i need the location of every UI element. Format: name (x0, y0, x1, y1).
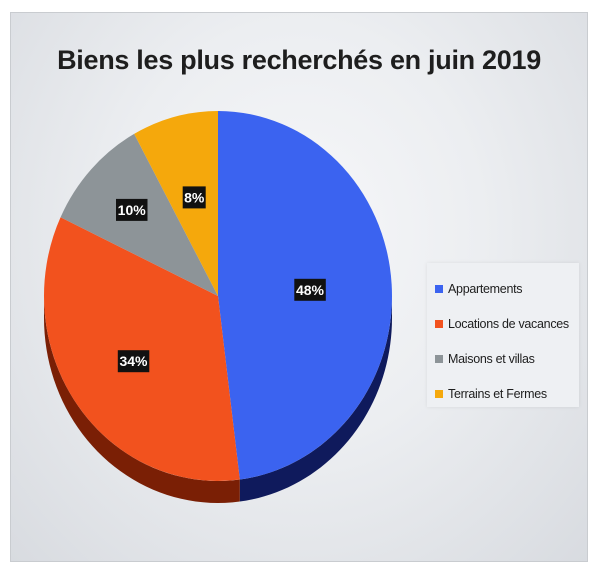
data-label-text: 8% (184, 189, 205, 205)
pie-slice-terrains-et-fermes (134, 111, 218, 296)
legend-label: Locations de vacances (448, 316, 569, 331)
legend-swatch (435, 319, 443, 328)
pie-chart: 48% 34% 10% 8% (43, 111, 392, 503)
data-label-text: 34% (119, 353, 148, 369)
legend-swatch (435, 354, 443, 363)
data-label-box (116, 198, 148, 221)
data-label-maisons-et-villas: 10% (116, 198, 148, 221)
data-label-text: 10% (118, 202, 147, 218)
data-label-terrains-et-fermes: 8% (182, 186, 206, 209)
chart-frame: Biens les plus recherchés en juin 2019 4… (10, 12, 588, 562)
legend-label: Maisons et villas (448, 351, 535, 366)
pie-slice-locations-de-vacances (43, 217, 240, 481)
pie-side-appartements (239, 296, 392, 502)
data-label-appartements: 48% (294, 278, 326, 301)
legend-label: Terrains et Fermes (448, 386, 547, 401)
data-label-text: 48% (296, 282, 325, 298)
chart-title: Biens les plus recherchés en juin 2019 (57, 45, 541, 75)
data-label-box (294, 278, 326, 301)
chart-legend: Appartements Locations de vacances Maiso… (427, 263, 579, 407)
legend-item: Maisons et villas (435, 341, 579, 376)
legend-swatch (435, 284, 443, 293)
legend-item: Locations de vacances (435, 306, 579, 341)
data-label-box (182, 186, 206, 209)
pie-side-locations-de-vacances (44, 296, 240, 503)
legend-item: Terrains et Fermes (435, 376, 579, 411)
legend-swatch (435, 389, 443, 398)
data-label-locations-de-vacances: 34% (117, 350, 150, 373)
data-label-box (117, 350, 150, 373)
legend-label: Appartements (448, 281, 523, 296)
legend-item: Appartements (435, 271, 579, 306)
